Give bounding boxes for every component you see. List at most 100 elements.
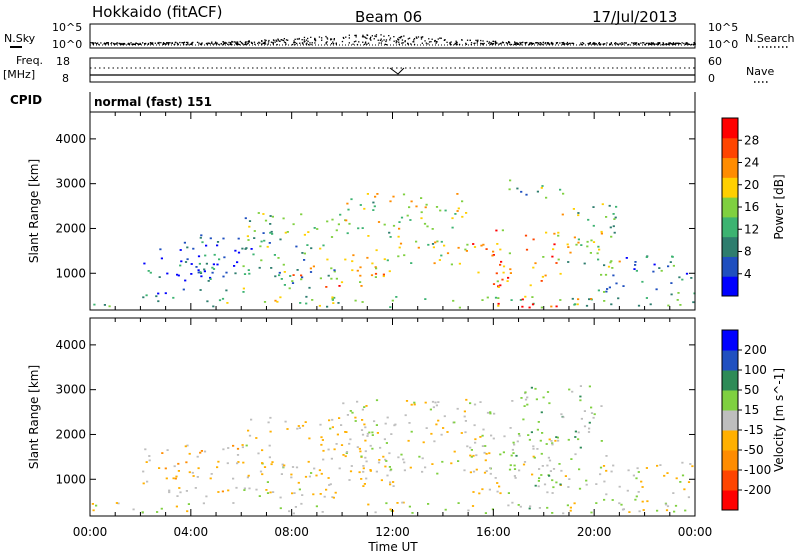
power-data-cell [164,292,167,295]
power-data-cell [606,288,609,290]
velocity-data-cell [346,414,349,416]
velocity-data-cell [389,481,392,484]
velocity-data-cell [236,454,240,456]
power-data-cell [346,232,349,235]
noise-point [416,37,418,39]
y-tick-label: 3000 [55,177,86,191]
velocity-data-cell [363,406,366,408]
velocity-data-cell [546,464,549,467]
noise-point [502,42,505,44]
noise-point [380,34,382,36]
velocity-data-cell [227,489,230,492]
noise-point [365,37,367,39]
noise-point [582,42,584,44]
noise-point [333,39,335,41]
velocity-data-cell [380,479,383,482]
power-data-cell [166,272,169,275]
power-data-cell [440,254,443,257]
noise-point [458,43,461,46]
colorbar-tick-label: 50 [744,383,759,397]
noise-point [657,42,659,44]
noise-point [650,42,653,44]
power-data-cell [242,265,245,268]
velocity-data-cell [585,483,588,486]
power-data-cell [331,299,334,301]
noise-point [694,43,696,45]
power-data-cell [213,253,216,256]
velocity-data-cell [545,443,548,445]
noise-point [224,41,226,44]
power-colorbar-cell [722,256,738,277]
noise-point [538,42,540,44]
power-data-cell [253,237,256,239]
noise-point [637,43,639,46]
power-data-cell [494,296,498,299]
power-data-cell [501,229,504,232]
noise-point [326,38,329,40]
noise-left-tick-bottom: 10^0 [52,38,82,51]
noise-point [562,43,564,46]
noise-point [679,43,681,45]
noise-point [397,38,399,40]
power-data-cell [222,275,225,278]
power-data-cell [605,290,608,293]
noise-point [121,43,123,46]
nave-tick-top: 60 [708,55,722,68]
noise-point [119,43,122,45]
noise-point [566,41,569,44]
power-data-cell [424,206,427,209]
power-data-cell [278,271,281,274]
velocity-data-cell [366,432,369,435]
velocity-data-cell [464,420,467,422]
velocity-data-cell [691,465,694,468]
noise-point [247,42,249,44]
velocity-data-cell [429,408,432,411]
power-data-cell [406,214,409,217]
power-data-cell [420,197,423,199]
noise-point [284,42,287,44]
noise-point [616,43,618,45]
velocity-data-cell [203,450,207,453]
power-data-cell [431,228,434,230]
noise-point [272,43,274,45]
velocity-data-cell [560,469,563,472]
velocity-data-cell [559,483,562,486]
velocity-data-cell [383,438,386,441]
cpid-label: CPID [10,93,42,107]
noise-point [434,39,436,42]
velocity-data-cell [165,477,168,480]
velocity-data-cell [571,390,574,393]
noise-point [298,38,300,40]
velocity-data-cell [595,502,598,504]
velocity-colorbar-cell [722,430,738,451]
noise-point [332,41,334,43]
power-data-cell [253,230,256,232]
power-data-cell [521,298,524,301]
noise-point [610,43,612,46]
velocity-data-cell [148,455,151,457]
power-data-cell [667,265,670,268]
power-data-cell [221,297,225,300]
velocity-data-cell [166,449,169,451]
noise-point [310,36,312,38]
noise-point [116,42,118,44]
noise-point [355,34,357,36]
power-data-cell [326,258,329,261]
noise-point [285,39,288,41]
velocity-data-cell [479,401,482,403]
velocity-data-cell [490,434,493,437]
velocity-data-cell [513,464,516,467]
power-data-cell [234,249,237,252]
velocity-data-cell [555,481,558,484]
noise-point [651,43,653,45]
power-data-cell [216,244,219,247]
power-data-cell [492,250,495,253]
noise-point [514,41,516,43]
noise-point [190,43,192,46]
velocity-data-cell [315,505,318,508]
velocity-data-cell [292,512,295,515]
velocity-data-cell [348,479,351,481]
velocity-data-cell [574,436,577,438]
velocity-data-cell [197,467,200,470]
noise-point [303,41,305,43]
